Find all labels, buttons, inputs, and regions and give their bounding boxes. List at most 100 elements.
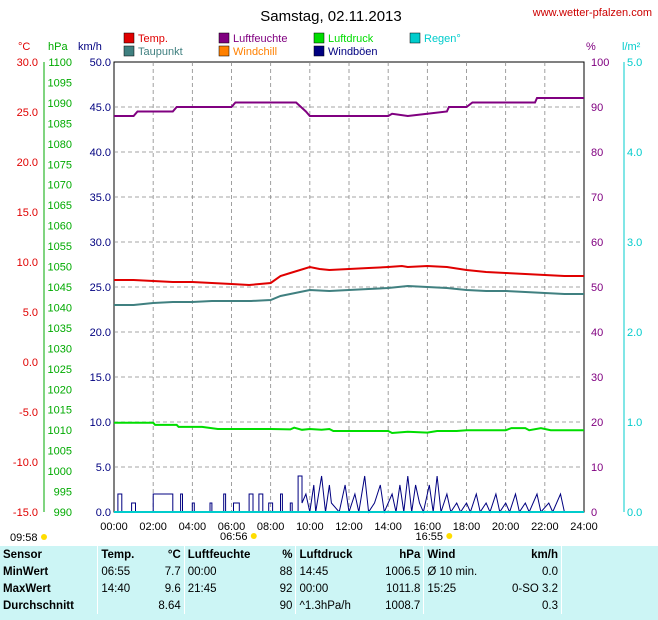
cell [183,597,272,614]
temp-tick: 5.0 [23,307,38,319]
cell: ^1.3hPa/h [295,597,372,614]
pressure-tick: 1000 [48,466,72,478]
cell: 14:45 [295,563,372,580]
hum-tick: 100 [591,57,609,69]
pressure-tick: 1100 [48,57,72,69]
cell: 92 [279,582,293,595]
rain-tick: 2.0 [627,327,642,339]
pressure-tick: 1035 [48,323,72,335]
cell: 00:00 [295,580,372,597]
pressure-tick: 1070 [48,180,72,192]
legend-swatch [313,45,325,57]
temp-tick: 15.0 [17,207,38,219]
hum-tick: 0 [591,507,597,519]
legend-label: Windböen [328,46,378,58]
cell: 1011.8 [386,582,421,595]
rain-unit-label: l/m² [622,41,641,53]
wind-tick: 35.0 [90,192,111,204]
sunset-icon [446,533,453,539]
temp-unit-label: °C [18,41,30,53]
series-line-Taupunkt [114,284,584,306]
wind-tick: 20.0 [90,327,111,339]
time-tick: 10:00 [296,521,324,533]
wind-unit-label: km/h [78,41,102,53]
cell: 21:45 [183,580,272,597]
sun-markers: 06:56 16:55 09:58 [10,531,453,544]
cell: 90 [279,599,293,612]
legend: Temp. Luftfeuchte Luftdruck Regen° Taupunkt W… [123,32,461,58]
wind-tick: 10.0 [90,417,111,429]
series-line-Temp. [114,264,584,287]
hdr-wind: Wind [423,546,496,563]
hum-tick: 20 [591,417,603,429]
cell: 88 [279,565,293,578]
rain-tick: 1.0 [627,417,642,429]
pressure-tick: 1020 [48,384,72,396]
legend-label: Taupunkt [138,46,183,58]
pressure-tick: 1095 [48,77,72,89]
hdr-wind-unit: km/h [531,548,558,561]
cell: 14:40 [97,580,148,597]
hum-tick: 50 [591,282,603,294]
moonrise-time: 09:58 [10,532,38,544]
temp-tick: -15.0 [13,507,38,519]
hum-tick: 60 [591,237,603,249]
pressure-tick: 1025 [48,364,72,376]
wind-tick: 50.0 [90,57,111,69]
cell: 00:00 [183,563,272,580]
wind-tick: 40.0 [90,147,111,159]
time-tick: 20:00 [492,521,520,533]
hum-tick: 70 [591,192,603,204]
hdr-press-unit: hPa [399,548,421,561]
time-tick: 00:00 [100,521,128,533]
cell: 0-SO 3.2 [511,582,558,595]
row-label: MinWert [3,565,49,578]
series-line-Luftfeuchte [114,97,584,118]
legend-label: Luftfeuchte [233,33,287,45]
moon-icon [41,534,47,540]
cell: 1006.5 [385,565,421,578]
rain-tick: 3.0 [627,237,642,249]
weather-chart: Samstag, 02.11.2013 www.wetter-pfalzen.c… [10,7,652,544]
pressure-tick: 995 [54,487,72,499]
table-row: Durchschnitt 8.64 90 ^1.3hPa/h 1008.7 0.… [0,597,658,614]
pressure-tick: 1055 [48,241,72,253]
legend-swatch [313,32,325,44]
series-lines [114,97,584,514]
hdr-hum-unit: % [282,548,293,561]
axis-ticks: 30.0 25.0 20.0 15.0 10.0 5.0 0.0 -5.0 -10.0 -15.0… [13,57,642,533]
pressure-tick: 1015 [48,405,72,417]
row-label: MaxWert [3,582,51,595]
temp-tick: 20.0 [17,157,38,169]
legend-label: Regen° [424,33,461,45]
pressure-tick: 1045 [48,282,72,294]
pressure-tick: 990 [54,507,72,519]
legend-label: Windchill [233,46,277,58]
temp-tick: 0.0 [23,357,38,369]
cell: 9.6 [164,582,181,595]
pressure-tick: 1050 [48,262,72,274]
series-line-Luftdruck [114,421,584,435]
sunrise-icon [250,533,257,539]
hdr-temp: Temp. [97,546,148,563]
site-url[interactable]: www.wetter-pfalzen.com [532,7,652,19]
time-tick: 24:00 [570,521,598,533]
plot-grid [43,61,625,513]
legend-swatch [218,45,230,57]
hum-tick: 10 [591,462,603,474]
rain-tick: 5.0 [627,57,642,69]
time-tick: 22:00 [531,521,559,533]
pressure-tick: 1080 [48,139,72,151]
hdr-press: Luftdruck [295,546,372,563]
time-tick: 12:00 [335,521,363,533]
time-tick: 18:00 [453,521,481,533]
temp-tick: 25.0 [17,107,38,119]
series-line-Windböen [114,475,584,514]
row-label: Durchschnitt [3,599,74,612]
temp-tick: 30.0 [17,57,38,69]
time-tick: 02:00 [139,521,167,533]
wind-tick: 45.0 [90,102,111,114]
table-row: MaxWert 14:40 9.6 21:45 92 00:00 1011.8 … [0,580,658,597]
hdr-hum: Luftfeuchte [183,546,272,563]
time-tick: 08:00 [257,521,285,533]
